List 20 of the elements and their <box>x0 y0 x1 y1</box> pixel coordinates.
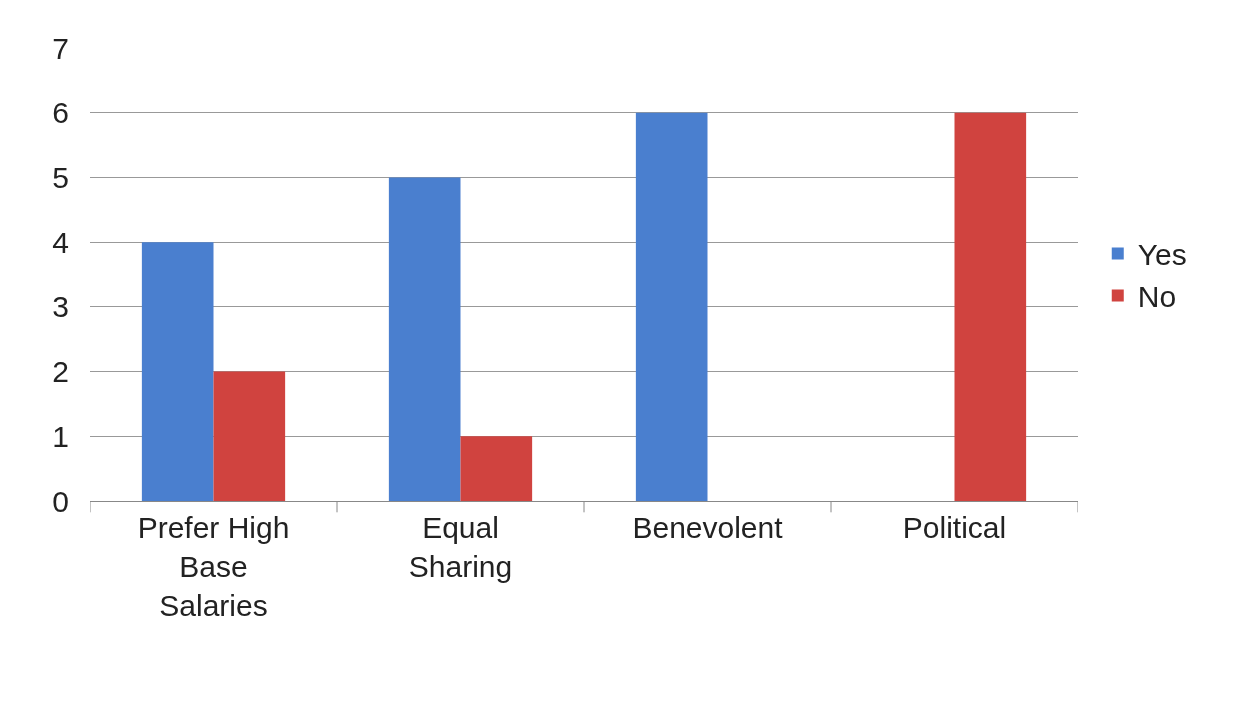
x-tick-label: Equal Sharing <box>408 511 513 583</box>
y-tick-label: 2 <box>52 355 69 389</box>
bar <box>388 177 461 501</box>
bar <box>635 112 708 501</box>
y-tick-label: 7 <box>52 31 69 65</box>
legend-label: No <box>1137 280 1177 314</box>
y-tick-label: 5 <box>52 160 69 194</box>
y-tick-label: 1 <box>52 419 69 453</box>
x-tick-label: Prefer High Base Salaries <box>137 511 290 622</box>
y-tick-label: 4 <box>52 225 69 259</box>
y-tick-label: 6 <box>52 96 69 130</box>
x-tick-label: Political <box>902 511 1007 544</box>
y-tick-label: 0 <box>52 484 69 518</box>
legend-label: Yes <box>1137 238 1187 272</box>
y-tick-label: 3 <box>52 290 69 324</box>
x-tick-label: Benevolent <box>632 511 784 544</box>
bar <box>141 242 214 501</box>
bar <box>954 112 1027 501</box>
bar <box>213 371 286 501</box>
bar <box>460 436 533 501</box>
